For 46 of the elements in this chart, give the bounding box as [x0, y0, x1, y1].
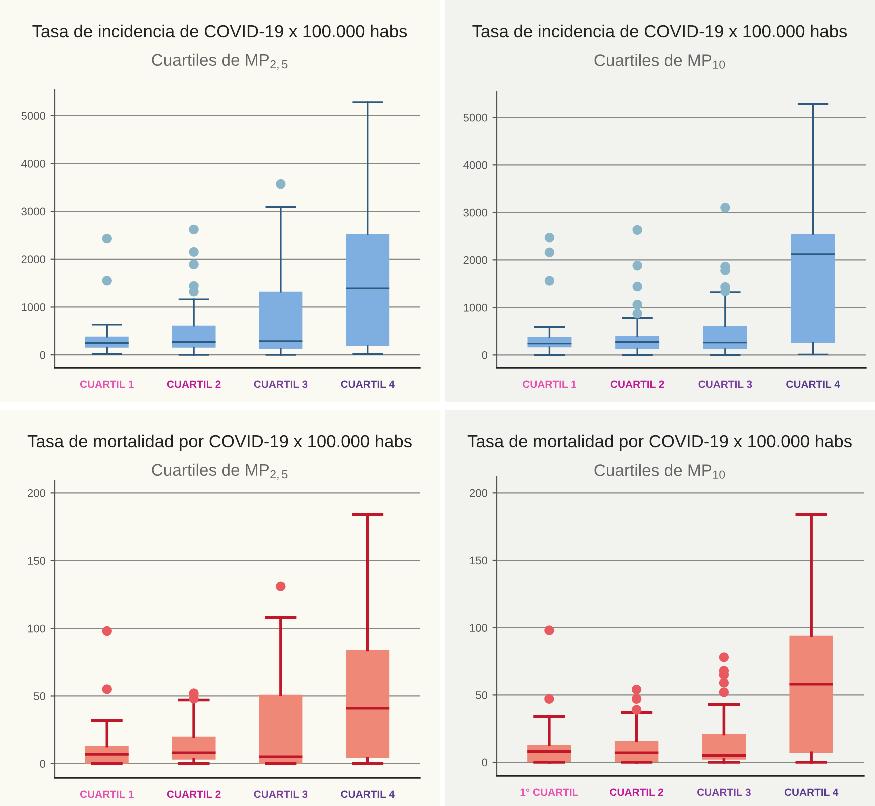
y-tick-label: 0: [482, 758, 488, 767]
y-tick-label: 150: [470, 556, 488, 565]
y-tick-label: 5000: [22, 112, 46, 120]
y-tick-label: 100: [470, 624, 488, 632]
y-tick-label: 4000: [464, 161, 488, 170]
x-tick-label: CUARTIL 2: [610, 788, 664, 796]
x-tick-label: CUARTIL 1: [80, 380, 134, 388]
y-tick-label: 2000: [22, 256, 46, 264]
x-tick-label: CUARTIL 2: [167, 380, 221, 388]
y-tick-label: 50: [476, 691, 488, 700]
y-tick-label: 0: [40, 351, 46, 360]
y-tick-label: 50: [34, 692, 46, 700]
y-tick-label: 200: [470, 489, 488, 498]
y-tick-label: 1000: [464, 304, 488, 312]
chart-subtitle: Cuartiles de MP$_{2,5}$: [152, 464, 288, 480]
y-tick-label: 100: [28, 624, 46, 633]
y-tick-label: 2000: [464, 256, 488, 264]
x-tick-label: CUARTIL 4: [784, 788, 839, 796]
chart-subtitle: Cuartiles de MP$_{10}$: [594, 54, 726, 69]
x-tick-label: CUARTIL 1: [523, 380, 577, 388]
y-tick-label: 0: [40, 760, 46, 768]
chart-title: Tasa de mortalidad por COVID-19 x 100.000 habs: [28, 434, 412, 452]
chart-title: Tasa de mortalidad por COVID-19 x 100.000 habs: [468, 434, 852, 452]
chart-title: Tasa de incidencia de COVID-19 x 100.000 habs: [472, 24, 848, 38]
x-tick-label: CUARTIL 3: [698, 380, 752, 388]
x-tick-label: CUARTIL 4: [341, 380, 395, 388]
x-tick-label: CUARTIL 1: [80, 790, 134, 798]
x-tick-label: CUARTIL 2: [610, 380, 664, 388]
x-tick-label: CUARTIL 3: [698, 788, 751, 796]
y-tick-label: 5000: [464, 114, 488, 122]
y-tick-label: 4000: [22, 160, 46, 168]
y-tick-label: 1000: [22, 304, 46, 312]
x-tick-label: CUARTIL 3: [254, 380, 308, 388]
y-tick-label: 200: [28, 489, 46, 498]
chart-subtitle: Cuartiles de MP$_{2,5}$: [152, 54, 288, 70]
x-tick-label: CUARTIL 4: [786, 380, 840, 388]
x-tick-label: CUARTIL 3: [254, 790, 308, 798]
y-tick-label: 150: [28, 557, 46, 566]
y-tick-label: 3000: [464, 208, 488, 217]
y-tick-label: 0: [482, 351, 488, 360]
x-tick-label: CUARTIL 2: [167, 790, 221, 798]
y-tick-label: 3000: [22, 208, 46, 216]
chart-subtitle: Cuartiles de MP$_{10}$: [594, 464, 726, 479]
x-tick-label: 1° CUARTIL: [520, 788, 578, 796]
x-tick-label: CUARTIL 4: [341, 790, 395, 798]
chart-title: Tasa de incidencia de COVID-19 x 100.000 habs: [32, 24, 408, 38]
